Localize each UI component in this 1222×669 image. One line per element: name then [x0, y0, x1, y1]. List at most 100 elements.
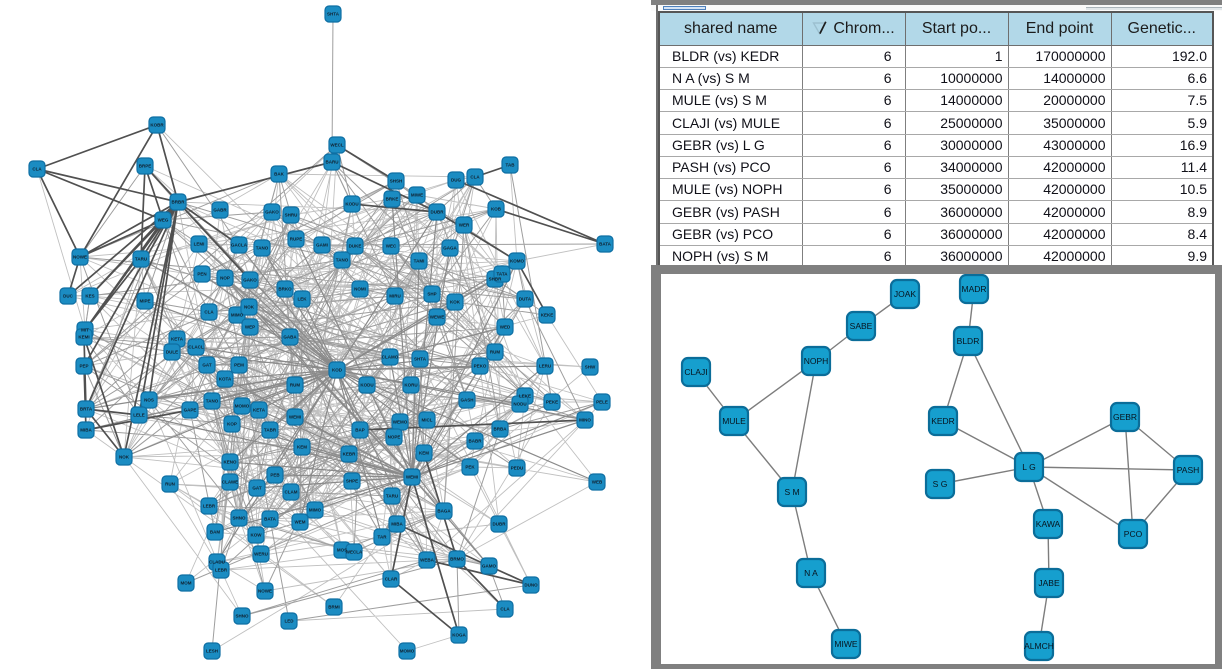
svg-text:LEBR: LEBR — [215, 568, 228, 573]
svg-text:NOK: NOK — [244, 305, 255, 310]
svg-text:MIT: MIT — [81, 328, 89, 333]
svg-text:MOS: MOS — [337, 548, 347, 553]
svg-text:MIBA: MIBA — [80, 428, 92, 433]
svg-text:LELE: LELE — [133, 413, 145, 418]
svg-text:LEMI: LEMI — [194, 242, 205, 247]
svg-text:WEWE: WEWE — [430, 315, 445, 320]
svg-text:WECL: WECL — [330, 143, 343, 148]
svg-text:BRMO: BRMO — [450, 557, 464, 562]
svg-text:WEC: WEC — [386, 244, 397, 249]
svg-text:GAMO: GAMO — [482, 564, 496, 569]
svg-text:LERU: LERU — [539, 364, 551, 369]
svg-text:MIWE: MIWE — [834, 639, 857, 649]
svg-text:DUG: DUG — [451, 178, 461, 183]
svg-text:NOMI: NOMI — [354, 287, 366, 292]
svg-text:RUM: RUM — [290, 383, 300, 388]
svg-text:BABR: BABR — [469, 439, 483, 444]
svg-text:DUNO: DUNO — [524, 583, 538, 588]
svg-text:SHTA: SHTA — [414, 357, 427, 362]
svg-text:KES: KES — [85, 294, 94, 299]
svg-text:DUBR: DUBR — [431, 210, 445, 215]
svg-text:RUM: RUM — [490, 350, 500, 355]
svg-text:PEDU: PEDU — [511, 466, 524, 471]
svg-text:NOPE: NOPE — [388, 435, 401, 440]
svg-text:BAP: BAP — [355, 428, 365, 433]
svg-text:GAPE: GAPE — [184, 408, 197, 413]
svg-text:MIPE: MIPE — [139, 299, 150, 304]
svg-text:KOGA: KOGA — [452, 633, 466, 638]
svg-text:MADR: MADR — [961, 284, 986, 294]
svg-text:CLAJI: CLAJI — [684, 367, 707, 377]
svg-text:KEDR: KEDR — [931, 416, 955, 426]
svg-text:KOP: KOP — [227, 422, 237, 427]
svg-text:GAT: GAT — [202, 363, 211, 368]
svg-text:JABE: JABE — [1038, 578, 1060, 588]
svg-text:BRTA: BRTA — [80, 407, 93, 412]
svg-text:MOMO: MOMO — [400, 649, 415, 654]
svg-text:MOMO: MOMO — [235, 404, 250, 409]
svg-text:BLDR: BLDR — [957, 336, 980, 346]
svg-text:MIBA: MIBA — [391, 522, 403, 527]
svg-text:WEB: WEB — [592, 480, 603, 485]
svg-text:NOS: NOS — [144, 398, 154, 403]
svg-text:S G: S G — [933, 479, 948, 489]
svg-text:SHNO: SHNO — [235, 614, 249, 619]
svg-text:NOWE: NOWE — [258, 589, 272, 594]
svg-text:KOB: KOB — [491, 207, 502, 212]
svg-text:KEM: KEM — [297, 445, 307, 450]
svg-text:KOW: KOW — [251, 533, 263, 538]
svg-text:GAGA: GAGA — [443, 246, 457, 251]
svg-text:TANO: TANO — [256, 246, 269, 251]
svg-text:PEM: PEM — [234, 363, 244, 368]
svg-text:N A: N A — [804, 568, 818, 578]
svg-text:NOK: NOK — [119, 455, 130, 460]
svg-text:BRBR: BRBR — [172, 200, 186, 205]
svg-text:GASH: GASH — [460, 398, 473, 403]
svg-text:BRKO: BRKO — [278, 287, 292, 292]
svg-text:KEM: KEM — [419, 451, 429, 456]
svg-text:TANO: TANO — [336, 258, 349, 263]
svg-text:TARU: TARU — [135, 257, 147, 262]
svg-text:BRBA: BRBA — [494, 427, 508, 432]
svg-text:PEK: PEK — [465, 465, 475, 470]
svg-text:GAT: GAT — [252, 486, 261, 491]
svg-text:JOAK: JOAK — [894, 289, 917, 299]
svg-text:LEBR: LEBR — [203, 504, 216, 509]
svg-text:GABR: GABR — [213, 208, 227, 213]
svg-text:GAKO: GAKO — [265, 210, 279, 215]
svg-text:L G: L G — [1022, 462, 1035, 472]
svg-text:S M: S M — [784, 487, 799, 497]
svg-text:CLACL: CLACL — [188, 345, 203, 350]
svg-text:PASH: PASH — [1177, 465, 1200, 475]
svg-text:LED: LED — [285, 619, 295, 624]
svg-text:CLA: CLA — [204, 310, 214, 315]
svg-text:GEBR: GEBR — [1113, 412, 1137, 422]
svg-text:TANO: TANO — [206, 399, 219, 404]
svg-text:MIRU: MIRU — [389, 294, 401, 299]
svg-text:BATA: BATA — [599, 242, 612, 247]
svg-text:WERU: WERU — [254, 552, 268, 557]
svg-text:GABA: GABA — [283, 335, 297, 340]
svg-text:SABE: SABE — [850, 321, 873, 331]
svg-text:WEMI: WEMI — [406, 475, 418, 480]
svg-text:LEK: LEK — [298, 297, 308, 302]
svg-text:MIMO: MIMO — [231, 313, 244, 318]
svg-text:RUN: RUN — [165, 482, 175, 487]
svg-text:KORU: KORU — [404, 383, 417, 388]
svg-text:WEM: WEM — [295, 520, 306, 525]
svg-text:PEB: PEB — [270, 473, 280, 478]
svg-text:CLAM: CLAM — [285, 490, 298, 495]
svg-text:LEKE: LEKE — [519, 394, 531, 399]
svg-text:TAMI: TAMI — [414, 259, 425, 264]
svg-text:KENO: KENO — [223, 460, 237, 465]
svg-text:SHPE: SHPE — [346, 479, 358, 484]
svg-text:BAGA: BAGA — [437, 509, 451, 514]
svg-text:WEG: WEG — [158, 218, 169, 223]
svg-text:PELE: PELE — [596, 400, 608, 405]
svg-text:BRMI: BRMI — [328, 605, 340, 610]
svg-text:MOM: MOM — [181, 581, 192, 586]
svg-text:SHTA: SHTA — [327, 12, 340, 17]
svg-text:PEKE: PEKE — [546, 400, 558, 405]
svg-text:CLA: CLA — [32, 167, 42, 172]
svg-text:BRPE: BRPE — [139, 164, 152, 169]
